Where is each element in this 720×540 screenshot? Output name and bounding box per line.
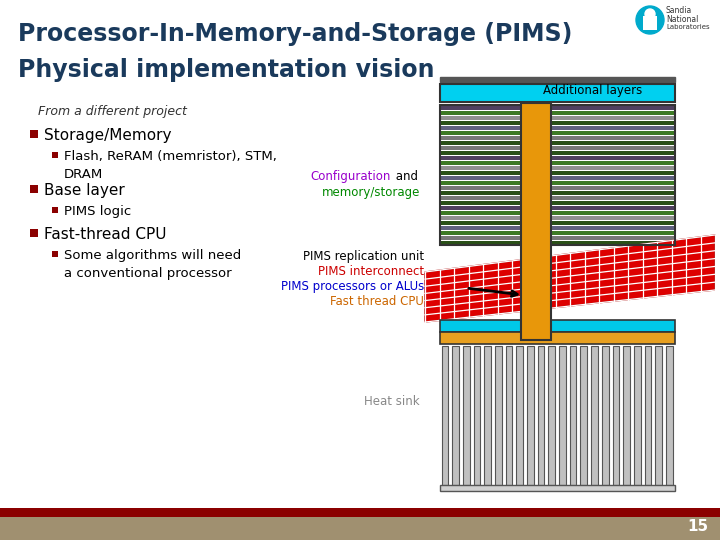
Bar [441,346,449,485]
Bar [644,346,651,485]
Bar [440,186,675,190]
Text: Heat sink: Heat sink [364,395,420,408]
Bar [602,346,608,485]
Bar [440,151,675,155]
Bar [634,346,641,485]
Text: PIMS interconnect: PIMS interconnect [318,265,424,278]
Bar [485,346,491,485]
Bar [452,346,459,485]
Bar [30,185,38,193]
Circle shape [636,6,664,34]
Text: National: National [666,15,698,24]
Bar [440,320,675,332]
Text: memory/storage: memory/storage [322,186,420,199]
Bar [440,241,675,245]
Bar [440,157,675,160]
Bar [0,508,720,517]
Bar [0,0,720,90]
Text: Configuration: Configuration [310,170,390,183]
Bar [440,181,675,185]
Bar [52,207,58,213]
Bar [643,16,657,30]
Bar [440,226,675,230]
Text: Physical implementation vision: Physical implementation vision [18,58,434,82]
Bar [440,126,675,130]
Bar [580,346,587,485]
Bar [440,146,675,150]
Text: PIMS logic: PIMS logic [64,205,131,218]
Bar [440,485,675,491]
Bar [440,161,675,165]
Bar [440,131,675,135]
Bar [624,346,630,485]
Text: Sandia: Sandia [666,6,692,15]
Bar [559,346,566,485]
Text: a conventional processor: a conventional processor [64,267,232,280]
Bar [440,191,675,195]
Bar [440,84,675,102]
Bar [440,197,675,200]
Text: Laboratories: Laboratories [666,24,710,30]
Bar [495,346,502,485]
Bar [440,211,675,215]
Text: DRAM: DRAM [64,168,103,181]
Text: 15: 15 [687,519,708,534]
Text: Flash, ReRAM (memristor), STM,: Flash, ReRAM (memristor), STM, [64,150,277,163]
Bar [440,237,675,240]
Text: and: and [392,170,418,183]
Bar [440,141,675,145]
Bar [549,346,555,485]
Text: Fast thread CPU: Fast thread CPU [330,295,424,308]
Bar [440,77,675,82]
Bar [591,346,598,485]
Bar [516,346,523,485]
Bar [538,346,544,485]
Bar [463,346,469,485]
Bar [52,251,58,257]
Bar [505,346,513,485]
Text: Fast-thread CPU: Fast-thread CPU [44,227,166,242]
Text: Processor-In-Memory-and-Storage (PIMS): Processor-In-Memory-and-Storage (PIMS) [18,22,572,46]
Bar [440,106,675,110]
Bar [30,229,38,237]
Bar [440,111,675,115]
Polygon shape [425,235,715,322]
Bar [440,221,675,225]
Bar [655,346,662,485]
Text: From a different project: From a different project [38,105,187,118]
Bar [570,346,577,485]
Circle shape [645,9,655,19]
Text: Some algorithms will need: Some algorithms will need [64,249,241,262]
Bar [666,346,672,485]
Bar [52,152,58,158]
Text: Storage/Memory: Storage/Memory [44,128,171,143]
Bar [474,346,480,485]
Bar [440,166,675,170]
Text: Additional layers: Additional layers [543,84,642,97]
Bar [30,130,38,138]
Bar [527,346,534,485]
Bar [440,201,675,205]
Bar [440,117,675,120]
Text: PIMS processors or ALUs: PIMS processors or ALUs [281,280,424,293]
Bar [613,346,619,485]
Bar [440,105,675,245]
Bar [440,217,675,220]
Bar [440,171,675,175]
Text: PIMS replication unit: PIMS replication unit [303,250,424,263]
Bar [440,332,675,344]
Bar [440,177,675,180]
Bar [440,232,675,235]
Text: Base layer: Base layer [44,183,125,198]
Bar [440,137,675,140]
Bar [0,510,720,540]
Bar [440,122,675,125]
Bar [440,206,675,210]
Bar [521,103,551,340]
